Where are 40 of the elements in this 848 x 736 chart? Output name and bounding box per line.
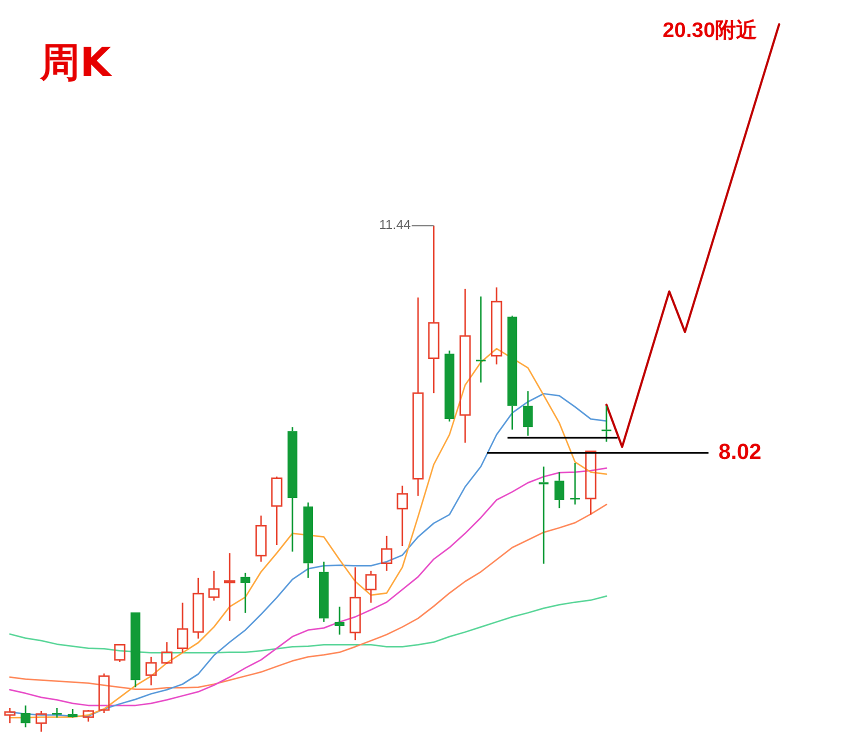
annotation: 8.02 <box>718 438 762 464</box>
candlestick <box>255 514 267 562</box>
candlestick <box>523 390 533 436</box>
candlestick <box>538 466 549 564</box>
candlestick <box>68 708 78 718</box>
chart-title: 周K <box>39 40 113 86</box>
candlestick <box>602 405 612 443</box>
candlestick <box>36 710 47 733</box>
candlestick <box>396 485 408 547</box>
candlestick <box>192 577 204 640</box>
annotation: 11.44 <box>379 217 411 232</box>
candlestick <box>4 707 16 724</box>
candlestick <box>224 552 236 622</box>
candlestick <box>271 476 282 546</box>
candlestick <box>460 288 471 444</box>
candlestick <box>381 535 392 572</box>
candlestick <box>444 350 454 422</box>
candlestick <box>507 315 518 430</box>
candlestick <box>176 602 188 654</box>
candlestick <box>570 462 580 506</box>
candlestick <box>303 502 314 579</box>
candlestick <box>334 606 344 636</box>
candlestick <box>554 471 564 509</box>
candlestick <box>208 570 220 602</box>
candlestick <box>412 296 424 497</box>
candlestick <box>52 707 62 718</box>
candlestick <box>318 560 329 623</box>
candlestick <box>490 286 502 366</box>
candlestick <box>350 566 361 641</box>
candlestick <box>20 704 30 728</box>
candlestick <box>365 570 377 604</box>
candlestick <box>288 426 298 552</box>
candlestick <box>130 612 140 688</box>
candlestick <box>240 572 250 614</box>
candlestick <box>146 656 157 686</box>
candlestick <box>476 296 486 384</box>
candlestick <box>428 224 440 394</box>
text: 20.30附近 <box>662 19 758 42</box>
candlestick <box>161 641 172 665</box>
candlestick <box>585 450 596 516</box>
